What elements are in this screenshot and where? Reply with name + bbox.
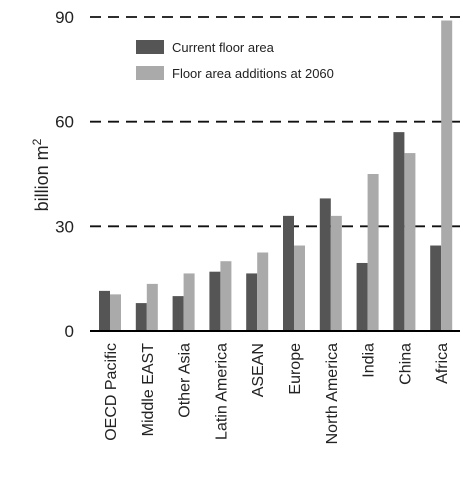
- bar-india-current: [356, 262, 368, 331]
- bar-latin-america-current: [209, 271, 221, 331]
- legend-swatch-current-floor-area: [136, 40, 164, 54]
- bar-middle-east-current: [135, 303, 147, 331]
- y-axis-label: billion m2: [30, 138, 52, 211]
- bar-asean-additions: [257, 252, 269, 331]
- bar-africa-current: [430, 245, 442, 331]
- legend: Current floor area Floor area additions …: [136, 40, 334, 81]
- category-label-latin-america: Latin America: [213, 343, 230, 440]
- category-label-china: China: [397, 343, 414, 385]
- category-label-north-america: North America: [324, 343, 341, 444]
- bar-asean-current: [246, 273, 258, 331]
- bar-india-additions: [367, 174, 379, 331]
- bar-north-america-additions: [330, 215, 342, 331]
- bar-oecd-pacific-additions: [110, 294, 121, 331]
- y-tick-label-90: 90: [55, 8, 74, 27]
- y-tick-label-60: 60: [55, 113, 74, 132]
- bar-china-current: [393, 132, 405, 331]
- category-label-middle-east: Middle EAST: [140, 343, 157, 437]
- bar-other-asia-current: [172, 296, 184, 331]
- bar-middle-east-additions: [146, 283, 158, 331]
- bar-europe-current: [283, 215, 294, 331]
- category-label-india: India: [361, 343, 378, 378]
- category-label-other-asia: Other Asia: [177, 343, 194, 418]
- legend-swatch-floor-area-additions: [136, 66, 164, 80]
- y-tick-label-30: 30: [55, 217, 74, 236]
- category-labels: OECD Pacific Middle EAST Other Asia Latin A…: [103, 343, 451, 445]
- category-label-europe: Europe: [287, 343, 304, 395]
- category-label-oecd-pacific: OECD Pacific: [103, 343, 120, 441]
- bar-latin-america-additions: [220, 261, 232, 331]
- category-label-asean: ASEAN: [250, 343, 267, 397]
- bar-africa-additions: [441, 20, 453, 331]
- bar-north-america-current: [319, 198, 331, 331]
- bar-oecd-pacific-current: [99, 290, 110, 331]
- bar-europe-additions: [294, 245, 305, 331]
- legend-label-current-floor-area: Current floor area: [172, 40, 275, 55]
- y-tick-labels: 0 30 60 90: [55, 8, 74, 341]
- legend-label-floor-area-additions: Floor area additions at 2060: [172, 66, 334, 81]
- bar-china-additions: [404, 153, 416, 331]
- y-tick-label-0: 0: [65, 322, 74, 341]
- bars: [99, 20, 453, 331]
- bar-other-asia-additions: [183, 273, 195, 331]
- category-label-africa: Africa: [434, 343, 451, 384]
